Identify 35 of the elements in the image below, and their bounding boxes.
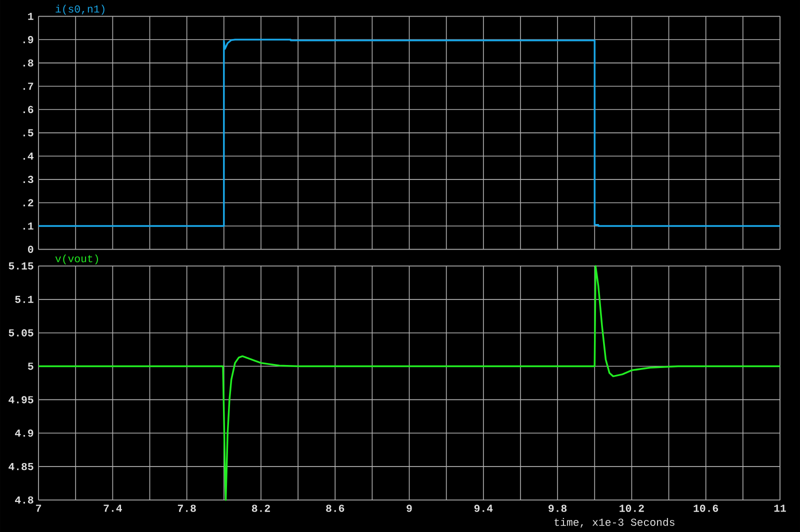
x-tick-label: 10.2 xyxy=(620,504,644,512)
y-tick-label: 1 xyxy=(28,12,34,20)
y-tick-label: .7 xyxy=(23,82,34,90)
y-tick-label: .8 xyxy=(23,59,34,67)
text: v(vout) xyxy=(55,254,98,264)
y-tick-label: 4.9 xyxy=(15,430,34,437)
y-tick-label: 4.8 xyxy=(15,496,34,504)
y-tick-label: 5.15 xyxy=(8,262,34,270)
y-tick-label: 0 xyxy=(28,246,34,253)
x-tick-label: 11 xyxy=(774,504,786,512)
line-series xyxy=(38,265,781,501)
x-tick-label: 8.2 xyxy=(252,504,270,512)
y-tick-label: 4.95 xyxy=(8,396,34,404)
text: i(s0,n1) xyxy=(56,4,104,15)
x-tick-label: 9.4 xyxy=(474,504,493,512)
y-tick-label: .9 xyxy=(23,36,34,44)
y-tick-label: .1 xyxy=(23,222,34,230)
y-tick-label: .2 xyxy=(23,199,34,206)
y-tick-label: 5.05 xyxy=(8,329,34,336)
x-tick-label: 10.6 xyxy=(694,504,718,512)
x-tick-label: 7 xyxy=(36,504,42,512)
x-tick-label: 9.8 xyxy=(548,504,567,512)
x-tick-label: 9 xyxy=(406,504,412,512)
y-tick-label: 5.1 xyxy=(15,296,34,303)
y-tick-label: .4 xyxy=(23,152,34,160)
y-tick-label: 4.85 xyxy=(8,462,34,470)
line-series xyxy=(38,38,781,227)
x-axis-title: time, x1e-3 Seconds xyxy=(554,518,674,528)
y-tick-label: .6 xyxy=(23,106,34,114)
y-tick-label: 5 xyxy=(28,362,34,370)
x-tick-label: 8.6 xyxy=(326,504,344,512)
y-tick-label: .5 xyxy=(23,129,34,136)
x-tick-label: 7.4 xyxy=(104,504,122,512)
y-tick-label: .3 xyxy=(23,176,34,184)
x-tick-label: 7.8 xyxy=(178,504,196,512)
